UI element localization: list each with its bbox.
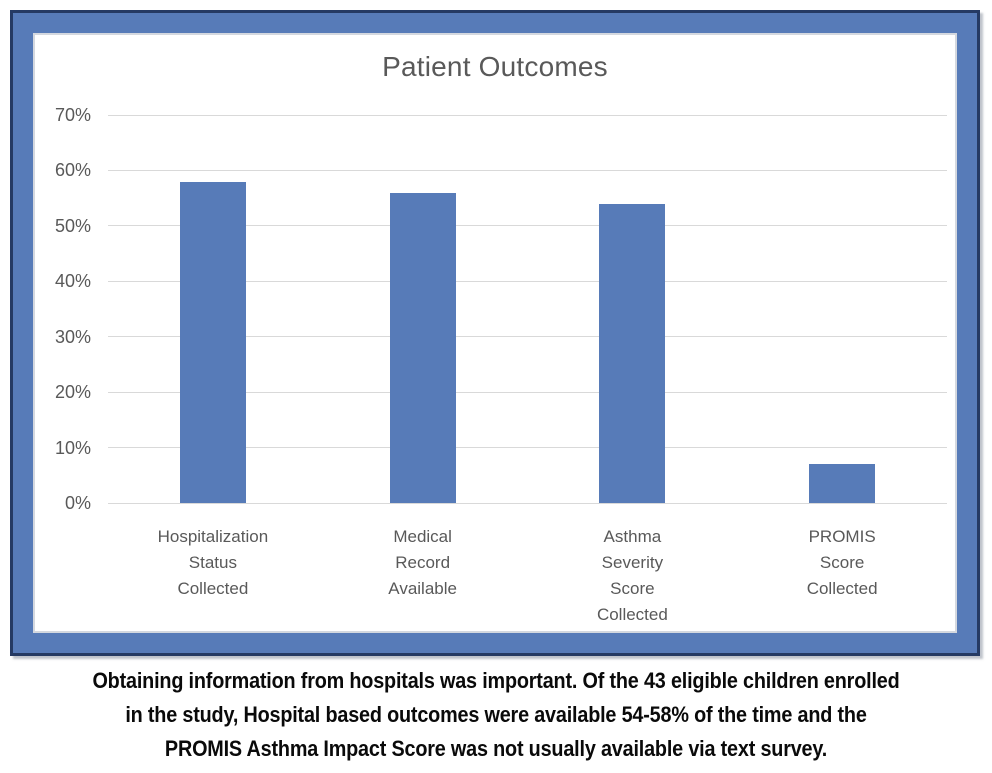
x-category-label-line: Score xyxy=(610,579,655,598)
gridline xyxy=(108,391,947,393)
gridline xyxy=(108,336,947,338)
gridline xyxy=(108,447,947,449)
caption-line: in the study, Hospital based outcomes we… xyxy=(125,702,867,727)
bar-3 xyxy=(809,464,876,503)
x-category-label-line: Asthma xyxy=(603,527,662,546)
x-category-label-line: Available xyxy=(388,579,457,598)
y-axis-tick-label: 10% xyxy=(54,437,91,458)
x-category-label-line: Collected xyxy=(806,579,878,598)
x-category-label-line: Severity xyxy=(601,553,664,572)
figure-frame: Patient Outcomes 0% 10% 20% 30% 40% 50% 60% 70%… xyxy=(10,10,980,656)
x-category-label: Medical Record Available xyxy=(318,524,528,602)
x-category-label-line: Collected xyxy=(177,579,249,598)
x-category-label: Hospitalization Status Collected xyxy=(108,524,318,602)
gridline xyxy=(108,280,947,282)
y-axis-tick-label: 60% xyxy=(54,160,91,181)
x-category-label-line: Collected xyxy=(596,605,668,624)
bar-0 xyxy=(179,181,246,503)
y-axis-tick-label: 20% xyxy=(54,382,91,403)
x-category-label: PROMIS Score Collected xyxy=(737,524,947,602)
plot-area: 0% 10% 20% 30% 40% 50% 60% 70% Hospitalization St… xyxy=(55,105,947,624)
gridline xyxy=(108,114,947,116)
y-axis-tick-label: 40% xyxy=(54,271,91,292)
y-axis-tick-label: 70% xyxy=(54,105,91,125)
x-category-label-line: PROMIS xyxy=(808,527,876,546)
gridline xyxy=(108,225,947,227)
x-category-label-line: Status xyxy=(188,553,237,572)
x-category-label-line: Record xyxy=(395,553,451,572)
x-category-label-line: Hospitalization xyxy=(157,527,269,546)
y-axis-tick-label: 50% xyxy=(54,215,91,236)
bar-1 xyxy=(389,192,456,503)
gridline xyxy=(108,502,947,504)
y-axis-tick-label: 0% xyxy=(64,493,91,513)
chart-title: Patient Outcomes xyxy=(382,51,608,82)
x-category-label-line: Score xyxy=(819,553,865,572)
x-category-label: Asthma Severity Score Collected xyxy=(528,524,738,628)
caption-line: PROMIS Asthma Impact Score was not usual… xyxy=(164,736,828,761)
bar-2 xyxy=(599,203,666,503)
gridline xyxy=(108,169,947,171)
y-axis-tick-label: 30% xyxy=(54,326,91,347)
figure-caption: Obtaining information from hospitals was… xyxy=(50,664,943,766)
figure-panel: Patient Outcomes 0% 10% 20% 30% 40% 50% 60% 70%… xyxy=(33,33,957,633)
caption-line: Obtaining information from hospitals was… xyxy=(92,668,900,693)
x-category-label-line: Medical xyxy=(393,527,452,546)
